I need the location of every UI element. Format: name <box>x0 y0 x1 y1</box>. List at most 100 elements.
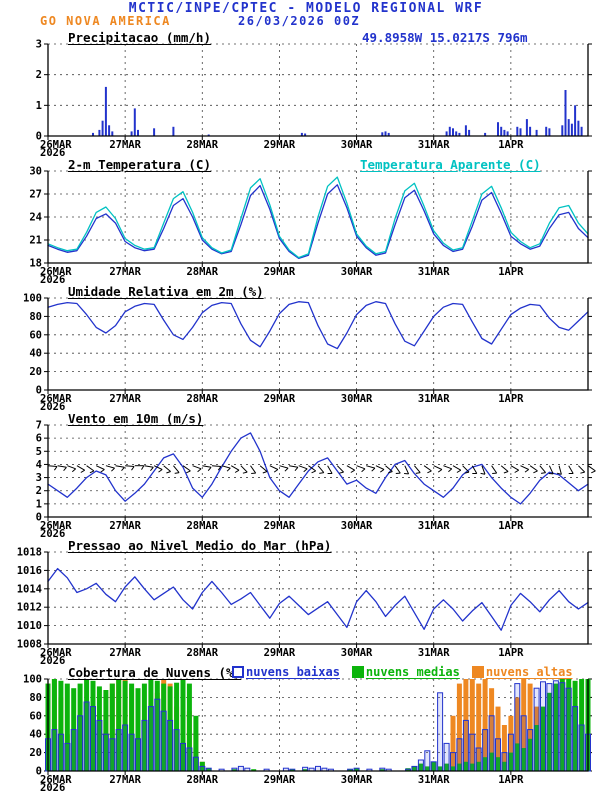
svg-text:26MAR: 26MAR <box>40 139 72 151</box>
cloud-legend: nuvens baixas nuvens medias nuvens altas <box>232 665 573 679</box>
svg-text:29MAR: 29MAR <box>264 647 296 659</box>
svg-text:27MAR: 27MAR <box>109 774 141 786</box>
svg-text:60: 60 <box>29 710 42 722</box>
station-name: GO NOVA AMERICA <box>40 14 171 28</box>
header-subline: GO NOVA AMERICA 26/03/2026 00Z <box>0 15 612 29</box>
svg-text:1APR: 1APR <box>498 393 524 405</box>
svg-text:30MAR: 30MAR <box>341 647 373 659</box>
svg-text:1: 1 <box>36 100 42 112</box>
svg-text:30: 30 <box>29 166 42 178</box>
svg-text:1APR: 1APR <box>498 647 524 659</box>
svg-text:21: 21 <box>29 235 42 247</box>
svg-text:31MAR: 31MAR <box>418 139 450 151</box>
svg-text:2: 2 <box>36 485 42 497</box>
svg-text:1APR: 1APR <box>498 774 524 786</box>
svg-text:31MAR: 31MAR <box>418 647 450 659</box>
panel-humidity: Umidade Relativa em 2m (%) 0 20 40 60 80 100 2… <box>0 284 612 411</box>
svg-text:27MAR: 27MAR <box>109 266 141 278</box>
svg-text:60: 60 <box>29 329 42 341</box>
svg-text:29MAR: 29MAR <box>264 393 296 405</box>
svg-text:28MAR: 28MAR <box>186 393 218 405</box>
svg-text:28MAR: 28MAR <box>186 647 218 659</box>
panel-precipitation: Precipitacao (mm/h) 49.8958W 15.0217S 79… <box>0 30 612 157</box>
svg-text:29MAR: 29MAR <box>264 774 296 786</box>
svg-text:2026: 2026 <box>40 655 65 665</box>
svg-text:2026: 2026 <box>40 528 65 538</box>
legend-label-low-clouds: nuvens baixas <box>246 665 340 679</box>
svg-text:24: 24 <box>29 212 42 224</box>
svg-text:1016: 1016 <box>17 565 42 577</box>
panel-title-wind: Vento em 10m (m/s) <box>68 411 204 426</box>
svg-text:100: 100 <box>23 293 42 305</box>
svg-text:29MAR: 29MAR <box>264 139 296 151</box>
legend-item-low-clouds: nuvens baixas <box>232 665 340 679</box>
svg-text:80: 80 <box>29 692 42 704</box>
svg-text:3: 3 <box>36 39 42 51</box>
svg-text:26MAR: 26MAR <box>40 266 72 278</box>
svg-text:1APR: 1APR <box>498 266 524 278</box>
svg-text:26MAR: 26MAR <box>40 774 72 786</box>
low-clouds-swatch-icon <box>232 666 244 678</box>
legend-item-high-clouds: nuvens altas <box>471 665 573 679</box>
svg-text:26MAR: 26MAR <box>40 393 72 405</box>
svg-text:6: 6 <box>36 433 42 445</box>
svg-text:1: 1 <box>36 498 42 510</box>
svg-text:26MAR: 26MAR <box>40 647 72 659</box>
panel-temperature: 2-m Temperatura (C) Temperatura Aparente… <box>0 157 612 284</box>
svg-text:80: 80 <box>29 311 42 323</box>
svg-text:20: 20 <box>29 747 42 759</box>
panel-clouds: Cobertura de Nuvens (%) nuvens baixas nu… <box>0 665 612 792</box>
svg-text:30MAR: 30MAR <box>341 774 373 786</box>
svg-text:27MAR: 27MAR <box>109 139 141 151</box>
svg-text:31MAR: 31MAR <box>418 393 450 405</box>
svg-text:1010: 1010 <box>17 620 42 632</box>
svg-text:27MAR: 27MAR <box>109 520 141 532</box>
svg-text:2026: 2026 <box>40 274 65 284</box>
svg-text:1014: 1014 <box>17 583 42 595</box>
high-clouds-swatch-icon <box>471 666 484 678</box>
svg-text:28MAR: 28MAR <box>186 139 218 151</box>
panel-title-apparent-temperature: Temperatura Aparente (C) <box>360 157 541 172</box>
legend-label-high-clouds: nuvens altas <box>485 665 573 679</box>
svg-text:1APR: 1APR <box>498 520 524 532</box>
svg-text:31MAR: 31MAR <box>418 774 450 786</box>
svg-text:2: 2 <box>36 69 42 81</box>
svg-text:1012: 1012 <box>17 602 42 614</box>
svg-text:31MAR: 31MAR <box>418 266 450 278</box>
header: MCTIC/INPE/CPTEC - MODELO REGIONAL WRF G… <box>0 0 612 30</box>
svg-text:27MAR: 27MAR <box>109 647 141 659</box>
svg-text:4: 4 <box>36 459 42 471</box>
svg-text:100: 100 <box>23 674 42 686</box>
panel-title-precipitation: Precipitacao (mm/h) <box>68 30 211 45</box>
svg-text:29MAR: 29MAR <box>264 266 296 278</box>
svg-text:40: 40 <box>29 729 42 741</box>
panel-title-pressure: Pressao ao Nivel Medio do Mar (hPa) <box>68 538 332 553</box>
svg-text:20: 20 <box>29 366 42 378</box>
svg-text:7: 7 <box>36 420 42 432</box>
svg-text:30MAR: 30MAR <box>341 520 373 532</box>
panel-title-humidity: Umidade Relativa em 2m (%) <box>68 284 264 299</box>
svg-text:28MAR: 28MAR <box>186 266 218 278</box>
svg-text:40: 40 <box>29 348 42 360</box>
panel-wind: Vento em 10m (m/s) 0 1 2 3 4 5 6 7 26MAR 2026 27MA… <box>0 411 612 538</box>
svg-text:2026: 2026 <box>40 782 65 792</box>
svg-text:27: 27 <box>29 189 42 201</box>
svg-text:2026: 2026 <box>40 147 65 157</box>
svg-text:30MAR: 30MAR <box>341 266 373 278</box>
panel-title-temperature: 2-m Temperatura (C) <box>68 157 211 172</box>
svg-text:5: 5 <box>36 446 42 458</box>
svg-text:30MAR: 30MAR <box>341 139 373 151</box>
svg-text:3: 3 <box>36 472 42 484</box>
panel-pressure: Pressao ao Nivel Medio do Mar (hPa) 1008… <box>0 538 612 665</box>
svg-text:1018: 1018 <box>17 547 42 559</box>
svg-text:2026: 2026 <box>40 401 65 411</box>
svg-text:29MAR: 29MAR <box>264 520 296 532</box>
svg-text:0: 0 <box>36 385 42 397</box>
